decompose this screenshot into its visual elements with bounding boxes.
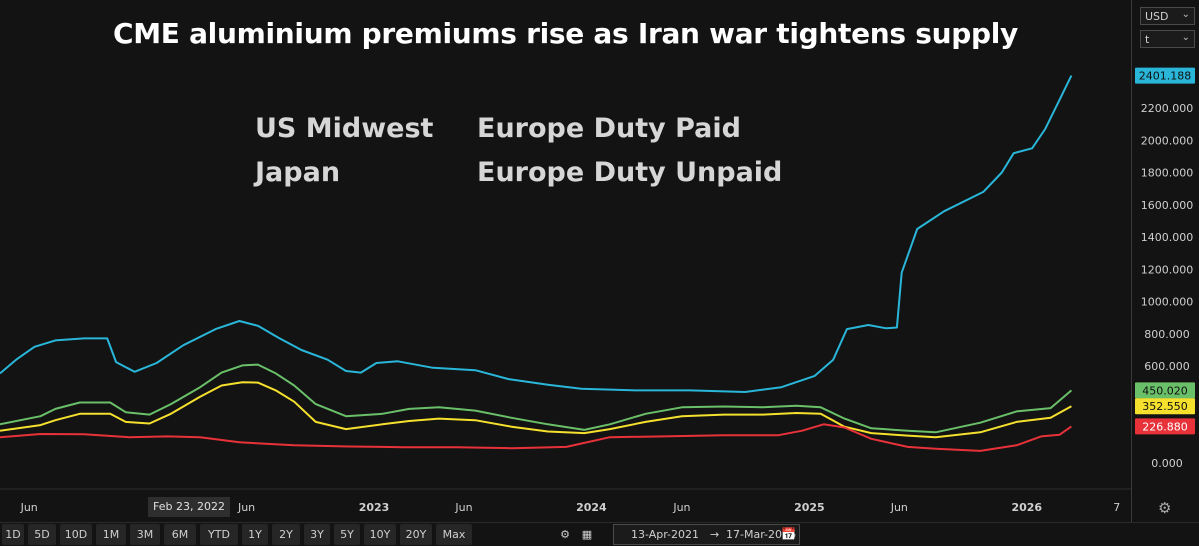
range-button-ytd[interactable]: YTD xyxy=(200,524,238,545)
range-button-10y[interactable]: 10Y xyxy=(364,524,396,545)
x-tick-label: Jun xyxy=(890,501,908,514)
range-button-1y[interactable]: 1Y xyxy=(242,524,268,545)
range-button-10d[interactable]: 10D xyxy=(60,524,92,545)
y-tick-label: 1400.000 xyxy=(1141,231,1194,244)
range-button-5y[interactable]: 5Y xyxy=(334,524,360,545)
range-button-2y[interactable]: 2Y xyxy=(272,524,300,545)
y-tick-label: 800.000 xyxy=(1144,328,1190,341)
legend-europe-duty-paid: Europe Duty Paid xyxy=(477,113,741,144)
legend-japan: Japan xyxy=(255,157,340,188)
last-value-text: 2401.188 xyxy=(1139,70,1192,83)
chart-area[interactable]: Jun2Jun2023Jun2024Jun2025Jun20267 xyxy=(0,0,1131,522)
range-button-1m[interactable]: 1M xyxy=(96,524,126,545)
x-tick-label: Jun xyxy=(672,501,690,514)
x-tick-label: Jun xyxy=(20,501,38,514)
unit-value: t xyxy=(1145,33,1150,46)
crosshair-date-label: Feb 23, 2022 xyxy=(148,497,230,517)
gear-icon[interactable]: ⚙ xyxy=(560,528,570,541)
date-from: 13-Apr-2021 xyxy=(631,528,700,541)
x-tick-label: 7 xyxy=(1113,501,1120,514)
date-range-picker[interactable]: 13-Apr-2021 → 17-Mar-2026 📅 xyxy=(613,524,800,545)
x-tick-label: 2025 xyxy=(794,501,825,514)
legend-label-us-midwest: US Midwest xyxy=(255,113,434,144)
x-tick-label: 2023 xyxy=(359,501,390,514)
unit-select[interactable]: t ⌄ xyxy=(1140,30,1195,48)
legend-label-japan: Japan xyxy=(255,157,341,188)
y-tick-label: 1000.000 xyxy=(1141,296,1194,309)
calendar-icon[interactable]: 📅 xyxy=(781,527,796,541)
chevron-down-icon: ⌄ xyxy=(1181,9,1190,20)
range-button-3m[interactable]: 3M xyxy=(130,524,160,545)
y-tick-label: 1200.000 xyxy=(1141,263,1194,276)
legend-label-europe-duty-paid: Europe Duty Paid xyxy=(477,113,741,144)
range-button-3y[interactable]: 3Y xyxy=(304,524,330,545)
y-tick-label: 600.000 xyxy=(1144,360,1190,373)
legend-us-midwest: US Midwest xyxy=(255,113,433,144)
y-tick-label: 2000.000 xyxy=(1141,134,1194,147)
date-separator: → xyxy=(710,528,720,541)
x-tick-label: Jun xyxy=(237,501,255,514)
range-button-5d[interactable]: 5D xyxy=(28,524,56,545)
currency-value: USD xyxy=(1145,10,1169,23)
chart-title: CME aluminium premiums rise as Iran war … xyxy=(113,17,1018,50)
y-tick-label: 1800.000 xyxy=(1141,167,1194,180)
last-value-text: 226.880 xyxy=(1142,420,1188,433)
last-value-badge-europe-duty-unpaid: 352.550 xyxy=(1135,398,1195,415)
chevron-down-icon: ⌄ xyxy=(1181,32,1190,43)
legend-europe-duty-unpaid: Europe Duty Unpaid xyxy=(477,157,782,188)
range-button-6m[interactable]: 6M xyxy=(164,524,196,545)
x-tick-label: 2024 xyxy=(576,501,607,514)
range-button-max[interactable]: Max xyxy=(436,524,472,545)
currency-select[interactable]: USD ⌄ xyxy=(1140,7,1195,25)
date-to: 17-Mar-2026 xyxy=(726,528,796,541)
y-tick-label: 0.000 xyxy=(1151,457,1183,470)
range-button-20y[interactable]: 20Y xyxy=(400,524,432,545)
series-line-europe-duty-paid xyxy=(0,363,1073,434)
table-icon[interactable]: ▦ xyxy=(581,528,593,541)
y-tick-label: 2200.000 xyxy=(1141,102,1194,115)
y-tick-label: 1600.000 xyxy=(1141,199,1194,212)
series-line-europe-duty-unpaid xyxy=(0,381,1072,439)
range-button-1d[interactable]: 1D xyxy=(2,524,24,545)
series-line-japan xyxy=(0,423,1072,452)
price-axis-panel xyxy=(1131,0,1199,545)
x-tick-label: Jun xyxy=(454,501,472,514)
gear-icon[interactable]: ⚙ xyxy=(1158,499,1172,517)
last-value-badge-japan: 226.880 xyxy=(1135,418,1195,435)
last-value-badge-us-midwest: 2401.188 xyxy=(1135,67,1195,84)
last-value-text: 450.020 xyxy=(1142,384,1188,397)
legend-label-europe-duty-unpaid: Europe Duty Unpaid xyxy=(477,157,783,188)
toolbar: 1D 5D 10D 1M 3M 6M YTD 1Y 2Y 3Y 5Y 10Y 20Y Max ⚙ ▦ 13… xyxy=(0,522,1199,546)
last-value-text: 352.550 xyxy=(1142,400,1188,413)
last-value-badge-europe-duty-paid: 450.020 xyxy=(1135,382,1195,399)
series-line-us-midwest xyxy=(0,75,1073,393)
x-tick-label: 2026 xyxy=(1011,501,1042,514)
price-axis: 2200.000 2000.000 1800.000 1600.000 1400.000… xyxy=(1135,67,1195,470)
